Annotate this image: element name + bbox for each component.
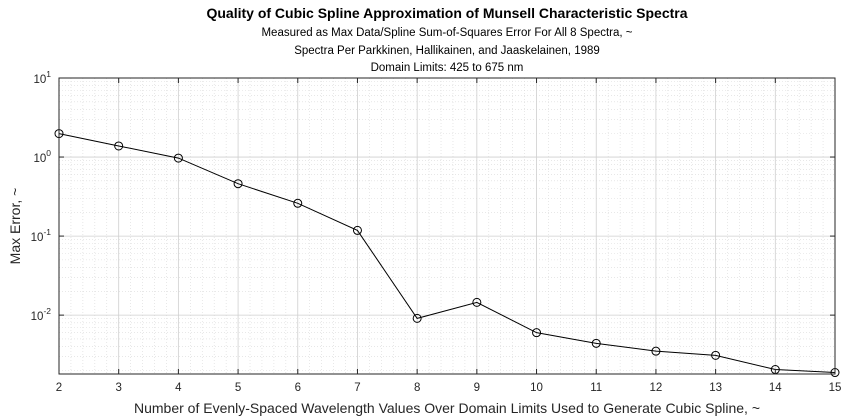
y-tick-label: 101 xyxy=(33,69,51,86)
data-point xyxy=(233,179,243,189)
x-tick-label: 7 xyxy=(354,382,360,394)
chart-subtitle-line-1: Measured as Max Data/Spline Sum-of-Squar… xyxy=(261,27,632,39)
data-point xyxy=(711,350,721,360)
x-tick-label: 15 xyxy=(829,382,842,394)
x-tick-label: 6 xyxy=(295,382,301,394)
plot-frame xyxy=(58,77,836,375)
x-tick-label: 10 xyxy=(530,382,543,394)
major-grid xyxy=(58,77,836,374)
data-point xyxy=(293,198,303,208)
data-point xyxy=(173,153,183,163)
plot-background xyxy=(59,78,835,374)
x-tick-label: 13 xyxy=(709,382,722,394)
x-tick-label: 4 xyxy=(175,382,182,394)
chart-subtitle-line-2: Spectra Per Parkkinen, Hallikainen, and … xyxy=(294,45,600,57)
x-tick-label: 5 xyxy=(235,382,241,394)
y-axis-label: Max Error, ~ xyxy=(7,188,23,265)
y-tick-label: 100 xyxy=(33,148,51,165)
x-axis-label: Number of Evenly-Spaced Wavelength Value… xyxy=(134,400,760,416)
x-tick-label: 9 xyxy=(474,382,480,394)
plot-area xyxy=(59,78,835,374)
x-tick-label: 3 xyxy=(115,382,121,394)
y-tick-label: 10-1 xyxy=(31,227,52,244)
chart-title: Quality of Cubic Spline Approximation of… xyxy=(206,5,687,21)
data-point xyxy=(412,313,422,323)
data-point xyxy=(532,328,542,338)
series-line xyxy=(58,133,836,374)
x-tick-label: 8 xyxy=(414,382,420,394)
x-tick-label: 11 xyxy=(590,382,602,394)
data-point xyxy=(651,346,661,356)
y-tick-label: 10-2 xyxy=(31,306,52,323)
x-tick-label: 2 xyxy=(56,382,62,394)
x-tick-label: 12 xyxy=(650,382,663,394)
chart-subtitle-line-3: Domain Limits: 425 to 675 nm xyxy=(371,62,524,74)
data-point xyxy=(591,338,601,348)
data-point xyxy=(472,297,482,307)
minor-grid xyxy=(59,78,835,374)
data-point xyxy=(114,141,124,151)
x-axis-ticks: 2 3 4 5 6 7 8 9 10 11 12 13 14 15 xyxy=(56,78,842,394)
x-tick-label: 14 xyxy=(769,382,782,394)
data-point xyxy=(352,225,362,235)
y-axis-ticks: 10-2 10-1 100 101 xyxy=(31,69,835,323)
